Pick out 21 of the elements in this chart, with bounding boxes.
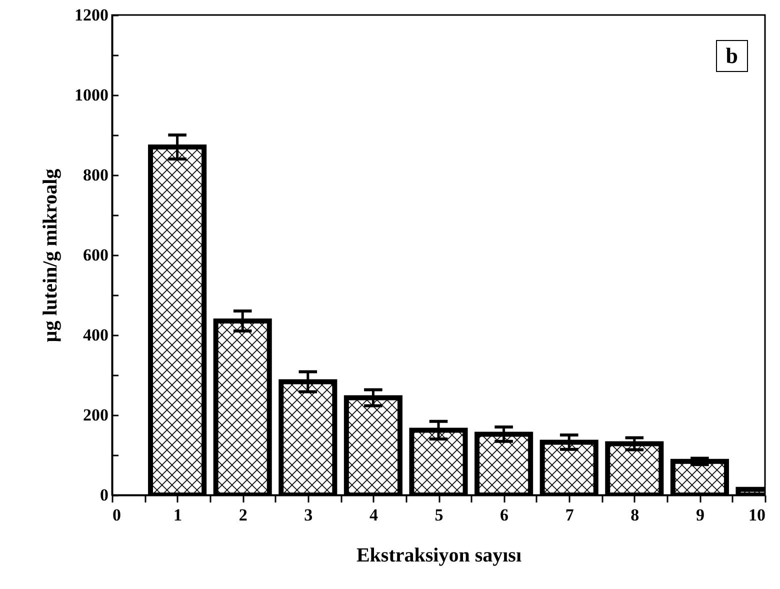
- y-tick-label: 600: [83, 246, 108, 264]
- y-tick-label: 400: [83, 326, 108, 344]
- y-tick-label: 200: [83, 406, 108, 424]
- x-tick-label: 7: [565, 506, 574, 524]
- x-tick-label: 10: [748, 506, 766, 524]
- x-tick-label: 4: [369, 506, 378, 524]
- x-tick-label: 2: [238, 506, 248, 524]
- y-tick-label: 800: [83, 166, 108, 184]
- x-tick-label: 1: [174, 506, 182, 524]
- x-tick-label: 5: [434, 506, 444, 524]
- y-tick-label: 0: [100, 486, 108, 504]
- y-tick-label: 1200: [74, 6, 108, 24]
- x-axis-title: Ekstraksiyon sayısı: [356, 544, 522, 566]
- annotation: b: [716, 40, 748, 72]
- x-tick-label: 8: [630, 506, 640, 524]
- x-tick-label: 3: [304, 506, 313, 524]
- x-tick-label: 9: [696, 506, 704, 524]
- y-tick-label: 1000: [74, 86, 108, 104]
- x-tick-label: 0: [112, 506, 121, 524]
- y-axis-title: µg lutein/g mikroalg: [40, 168, 62, 342]
- x-tick-label: 6: [500, 506, 509, 524]
